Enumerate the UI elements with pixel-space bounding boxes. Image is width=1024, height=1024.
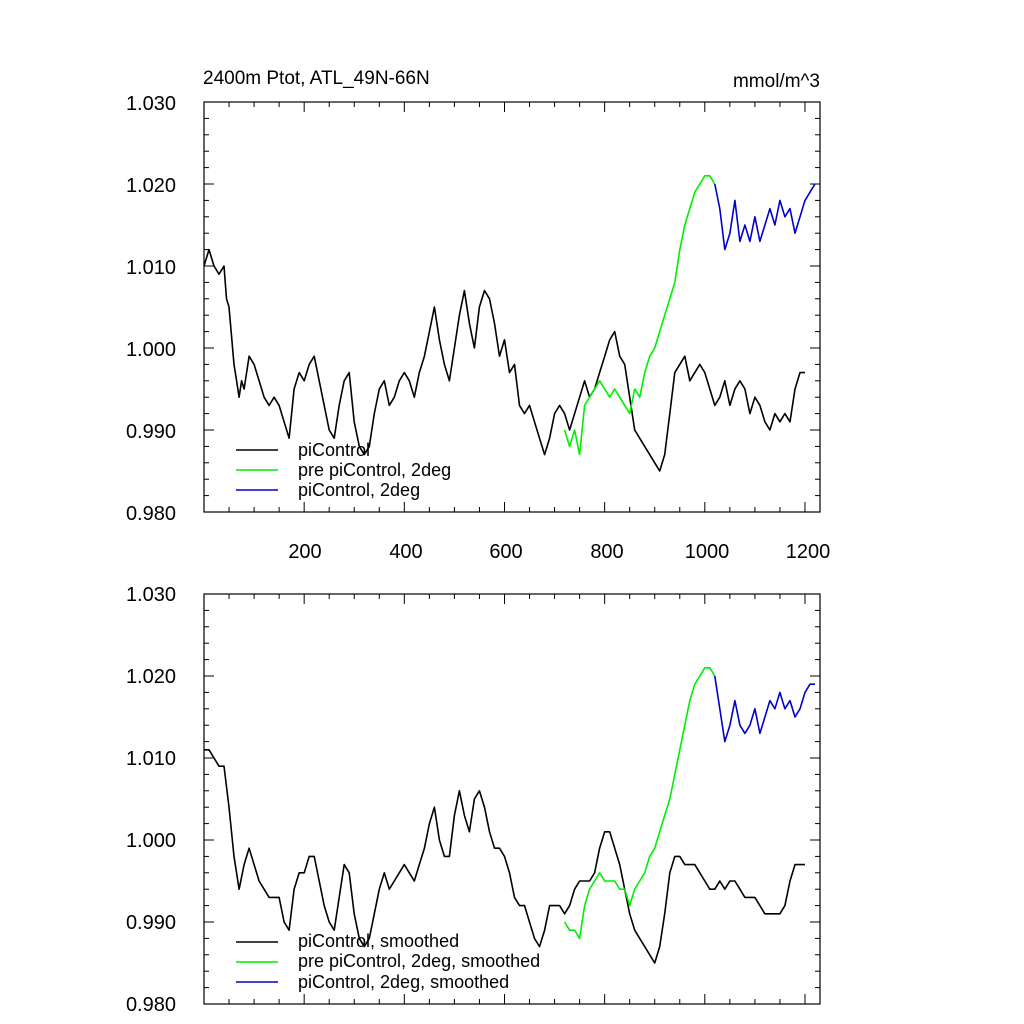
- legend-label: piControl, 2deg, smoothed: [298, 972, 509, 992]
- data-series: [204, 666, 815, 964]
- y-tick-label: 1.000: [126, 339, 176, 361]
- plot-frame: [203, 101, 821, 513]
- x-tick-labels: 200 400 600 800 1000 1200: [288, 541, 830, 563]
- bottom-panel: 1.030 1.020 1.010 1.000 0.990 0.980 piCo…: [126, 584, 821, 1016]
- plot-frame: [203, 593, 821, 1005]
- x-tick-label: 200: [288, 541, 321, 563]
- legend-label: piControl, 2deg: [298, 480, 420, 500]
- axis-ticks: [204, 593, 820, 1005]
- y-tick-label: 1.010: [126, 748, 176, 770]
- data-series: [203, 175, 816, 472]
- x-tick-label: 600: [489, 541, 522, 563]
- axis-ticks: [204, 101, 820, 513]
- y-tick-label: 0.990: [126, 421, 176, 443]
- y-tick-label: 1.010: [126, 257, 176, 279]
- y-tick-labels: 1.030 1.020 1.010 1.000 0.990 0.980: [126, 93, 176, 525]
- series-line-picontrol-smoothed: [204, 748, 805, 964]
- x-tick-label: 400: [389, 541, 422, 563]
- y-tick-label: 0.980: [126, 503, 176, 525]
- units-label: mmol/m^3: [733, 71, 820, 92]
- series-line-pre-picontrol-2deg-smoothed: [563, 666, 716, 940]
- legend: piControl, smoothed pre piControl, 2deg,…: [236, 931, 540, 992]
- y-tick-label: 1.030: [126, 93, 176, 115]
- y-tick-label: 1.020: [126, 175, 176, 197]
- legend-label: pre piControl, 2deg, smoothed: [298, 951, 540, 971]
- legend-label: piControl: [298, 440, 370, 460]
- top-panel: 2400m Ptot, ATL_49N-66N mmol/m^3 1.030 1…: [126, 68, 830, 563]
- y-tick-labels: 1.030 1.020 1.010 1.000 0.990 0.980: [126, 584, 176, 1016]
- series-line-pre-picontrol-2deg: [563, 175, 716, 456]
- series-line-picontrol: [203, 248, 805, 472]
- y-tick-label: 1.020: [126, 666, 176, 688]
- series-line-picontrol-2deg-smoothed: [714, 675, 815, 743]
- y-tick-label: 0.990: [126, 912, 176, 934]
- x-tick-label: 1000: [685, 541, 730, 563]
- series-line-picontrol-2deg: [714, 183, 816, 251]
- x-tick-label: 1200: [786, 541, 831, 563]
- y-tick-label: 1.030: [126, 584, 176, 606]
- chart-title: 2400m Ptot, ATL_49N-66N: [203, 68, 430, 89]
- legend: piControl pre piControl, 2deg piControl,…: [236, 440, 451, 500]
- legend-label: piControl, smoothed: [298, 931, 459, 951]
- legend-label: pre piControl, 2deg: [298, 460, 451, 480]
- x-tick-label: 800: [590, 541, 623, 563]
- y-tick-label: 0.980: [126, 994, 176, 1016]
- y-tick-label: 1.000: [126, 830, 176, 852]
